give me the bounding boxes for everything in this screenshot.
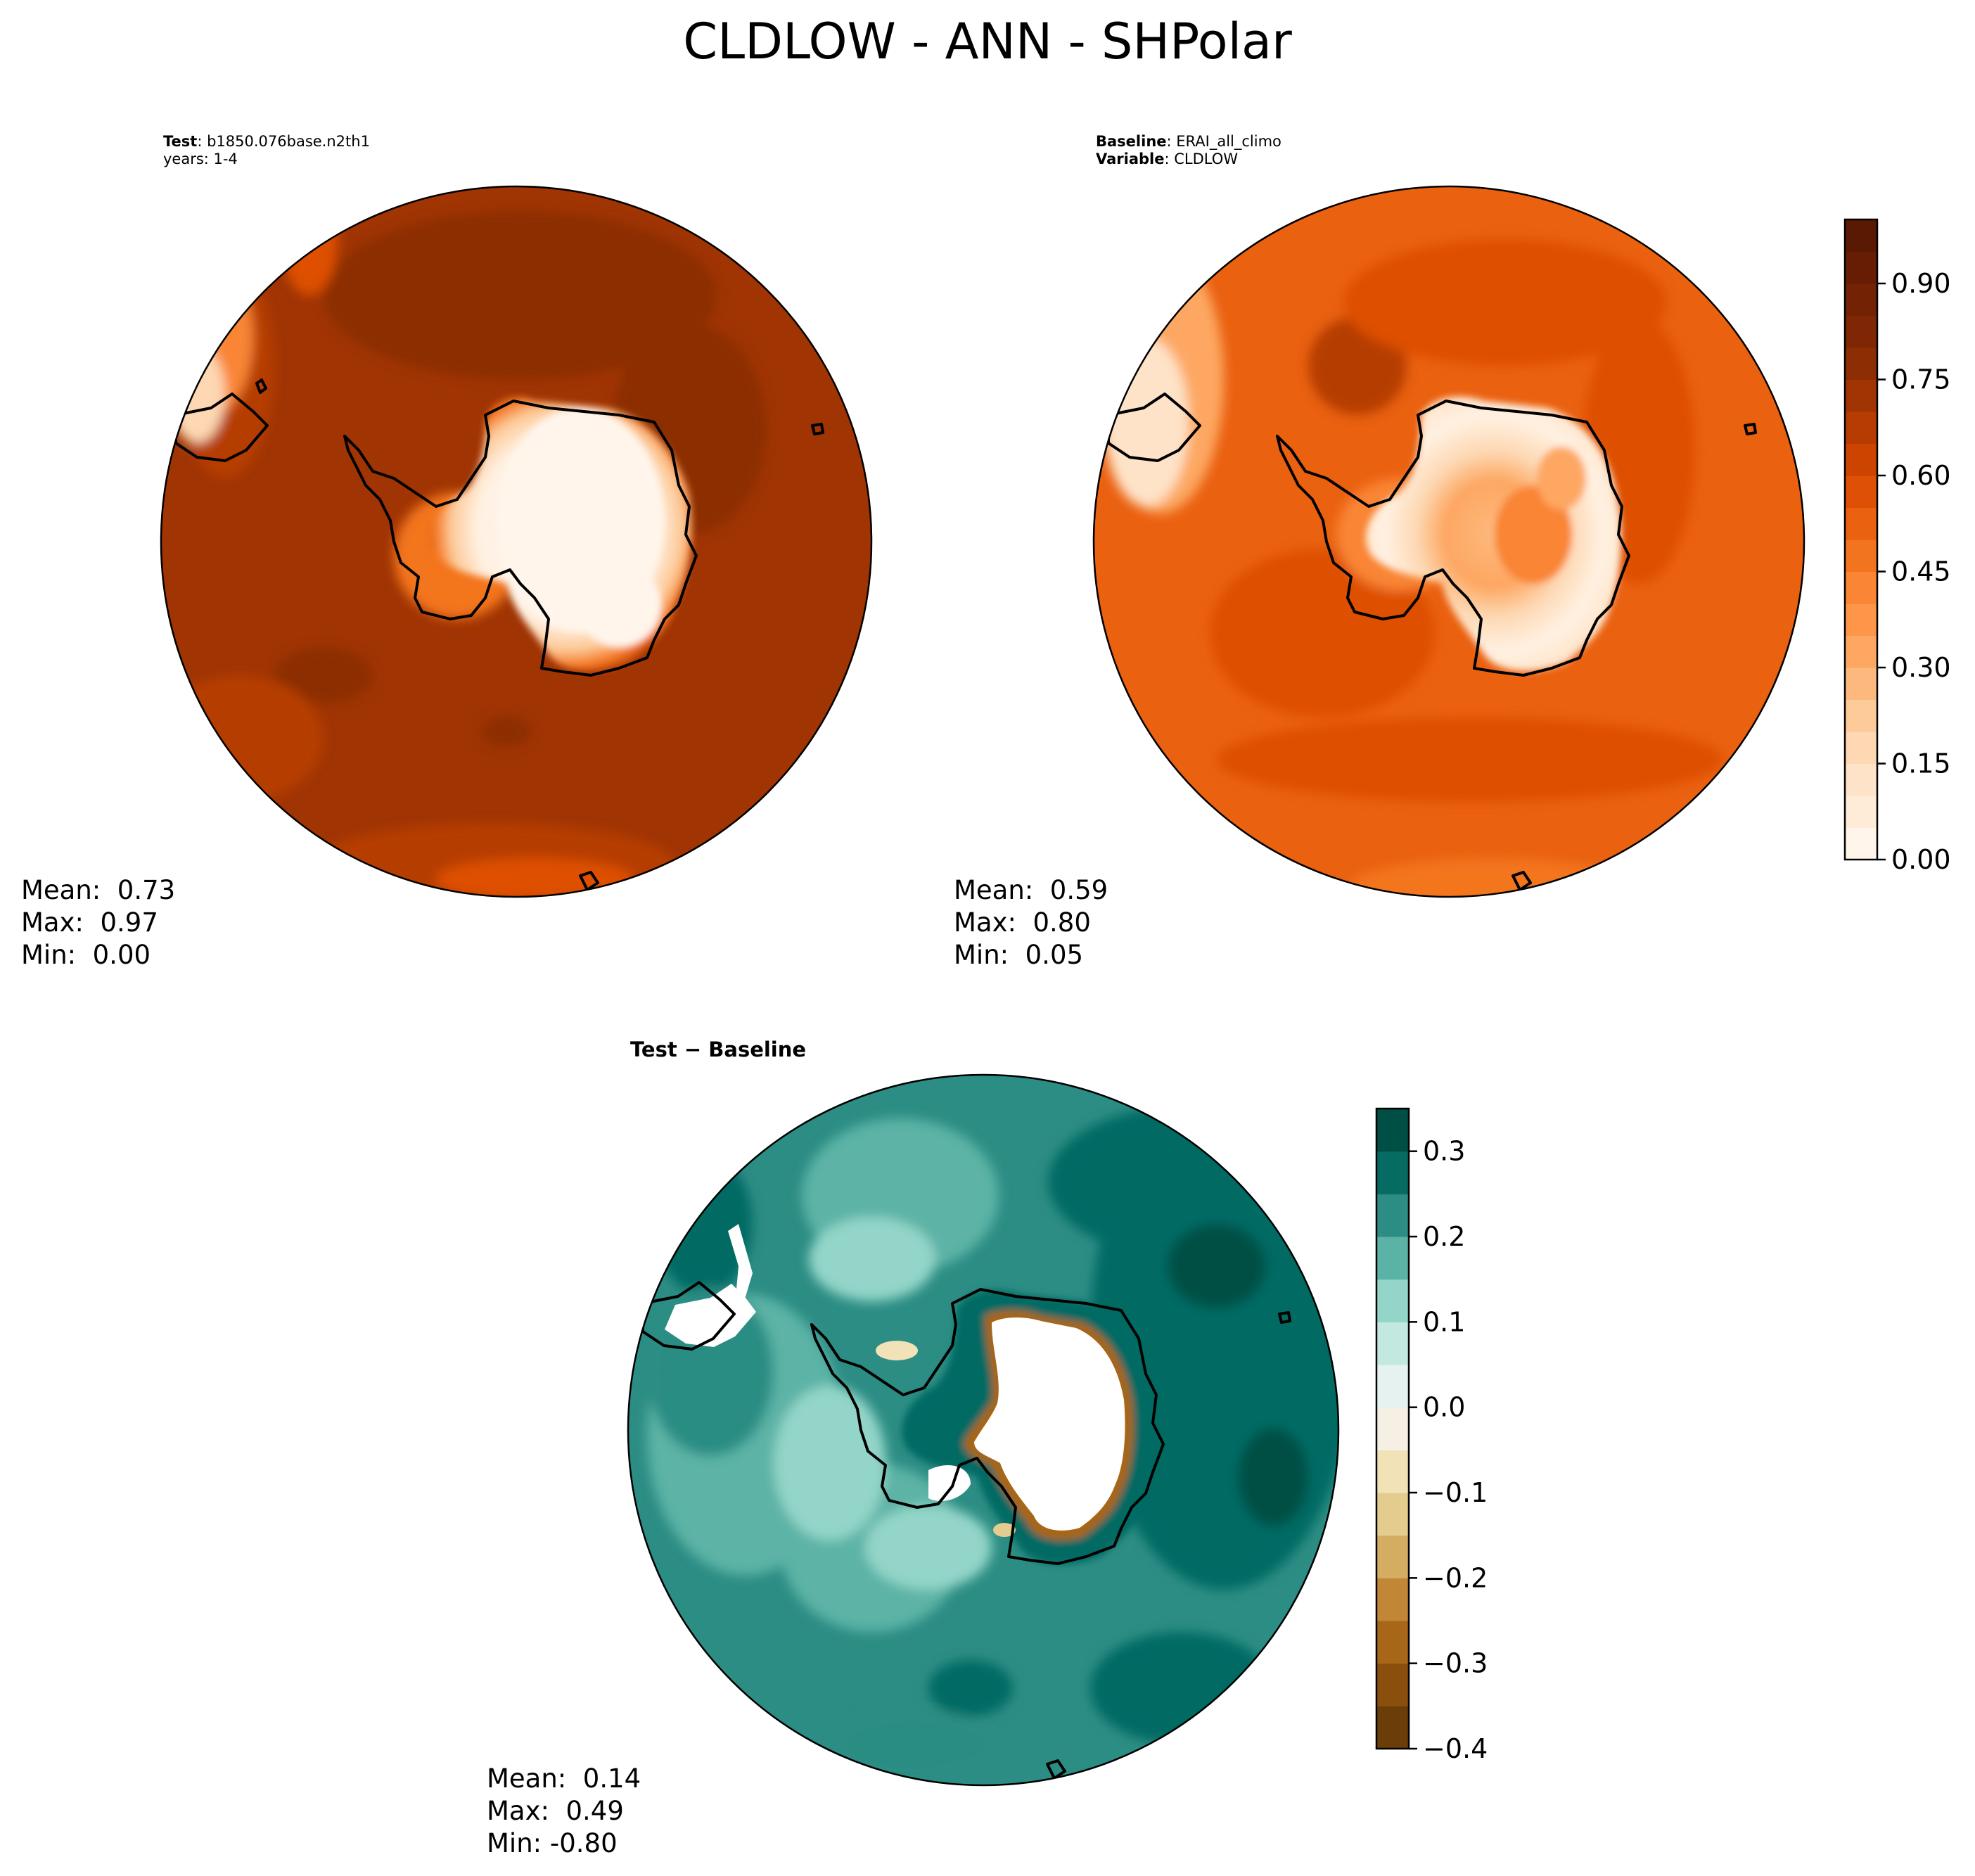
- figure-title: CLDLOW - ANN - SHPolar: [683, 13, 1292, 70]
- test-years: years: 1-4: [163, 151, 238, 167]
- baseline-colorbar-color-band: [1845, 668, 1877, 700]
- baseline-colorbar: 0.00 0.15 0.30 0.45 0.60 0.75 0.90: [1843, 218, 1951, 875]
- baseline-header: Baseline: ERAI_all_climo Variable: CLDLO…: [1096, 133, 1281, 168]
- baseline-colorbar-color-band: [1845, 379, 1877, 412]
- diff-colorbar-color-band: [1376, 1237, 1409, 1280]
- baseline-colorbar-tick-label: 0.75: [1891, 364, 1951, 395]
- baseline-colorbar-color-band: [1845, 443, 1877, 476]
- diff-max: Max: 0.49: [487, 1796, 624, 1826]
- diff-colorbar-tick-label: −0.1: [1423, 1477, 1488, 1508]
- test-coastline: [174, 378, 824, 891]
- baseline-coastline: [1107, 393, 1757, 891]
- diff-colorbar-color-band: [1376, 1109, 1409, 1152]
- variable-name: CLDLOW: [1174, 151, 1239, 167]
- baseline-min: Min: 0.05: [954, 940, 1084, 970]
- diff-colorbar-tick-label: −0.3: [1423, 1648, 1488, 1679]
- baseline-colorbar-color-band: [1845, 732, 1877, 764]
- baseline-colorbar-color-band: [1845, 315, 1877, 348]
- diff-colorbar-color-band: [1376, 1706, 1409, 1749]
- baseline-colorbar-color-band: [1845, 827, 1877, 860]
- baseline-colorbar-color-band: [1845, 604, 1877, 636]
- diff-title-baseline: Baseline: [708, 1038, 807, 1061]
- baseline-colorbar-color-band: [1845, 219, 1877, 252]
- diff-colorbar-color-band: [1376, 1621, 1409, 1664]
- diff-colorbar-tick-label: 0.1: [1423, 1306, 1465, 1337]
- baseline-colorbar-color-band: [1845, 476, 1877, 508]
- test-map-border: [160, 185, 873, 898]
- diff-colorbar-color-band: [1376, 1578, 1409, 1621]
- diff-colorbar-color-band: [1376, 1151, 1409, 1194]
- diff-colorbar-color-band: [1376, 1322, 1409, 1365]
- baseline-mean: Mean: 0.59: [954, 875, 1108, 905]
- baseline-colorbar-color-band: [1845, 507, 1877, 540]
- baseline-colorbar-color-band: [1845, 571, 1877, 604]
- baseline-map-border: [1092, 185, 1805, 898]
- baseline-colon: :: [1166, 133, 1177, 150]
- variable-colon: :: [1164, 151, 1175, 167]
- test-name: b1850.076base.n2th1: [207, 133, 370, 150]
- diff-colorbar-color-band: [1376, 1279, 1409, 1322]
- test-header: Test: b1850.076base.n2th1 years: 1-4: [163, 133, 370, 168]
- diff-stats: Mean: 0.14 Max: 0.49 Min: -0.80: [487, 1763, 641, 1860]
- test-max: Max: 0.97: [21, 907, 158, 938]
- diff-colorbar-frame: [1375, 1107, 1410, 1750]
- baseline-colorbar-tick-label: 0.60: [1891, 460, 1951, 491]
- diff-colorbar-color-band: [1376, 1407, 1409, 1450]
- test-mean: Mean: 0.73: [21, 875, 176, 905]
- baseline-max: Max: 0.80: [954, 907, 1091, 938]
- diff-min: Min: -0.80: [487, 1828, 618, 1858]
- baseline-colorbar-tick-label: 0.45: [1891, 556, 1951, 587]
- baseline-colorbar-color-band: [1845, 796, 1877, 828]
- diff-title: Test − Baseline: [630, 1038, 806, 1061]
- diff-title-test: Test: [630, 1038, 677, 1061]
- baseline-colorbar-tick-label: 0.00: [1891, 844, 1951, 875]
- baseline-colorbar-color-band: [1845, 411, 1877, 444]
- diff-colorbar-tick-label: 0.3: [1423, 1136, 1465, 1167]
- diff-colorbar-color-band: [1376, 1450, 1409, 1493]
- test-min: Min: 0.00: [21, 940, 151, 970]
- diff-map: [628, 1075, 1338, 1785]
- baseline-colorbar-color-band: [1845, 347, 1877, 380]
- diff-colorbar-color-band: [1376, 1493, 1409, 1536]
- diff-colorbar-color-band: [1376, 1663, 1409, 1706]
- diff-colorbar-color-band: [1376, 1535, 1409, 1578]
- baseline-label: Baseline: [1096, 133, 1167, 150]
- baseline-colorbar-color-band: [1845, 699, 1877, 732]
- baseline-stats: Mean: 0.59 Max: 0.80 Min: 0.05: [954, 874, 1108, 971]
- baseline-colorbar-tick-label: 0.90: [1891, 268, 1951, 299]
- diff-map-border: [627, 1073, 1340, 1787]
- variable-label: Variable: [1096, 151, 1165, 167]
- baseline-map: [1094, 186, 1804, 897]
- baseline-colorbar-color-band: [1845, 283, 1877, 316]
- test-stats: Mean: 0.73 Max: 0.97 Min: 0.00: [21, 874, 175, 971]
- baseline-colorbar-tick-label: 0.15: [1891, 748, 1951, 779]
- diff-title-operator: −: [684, 1038, 702, 1061]
- baseline-name: ERAI_all_climo: [1176, 133, 1281, 150]
- diff-colorbar: −0.4 −0.3 −0.2 −0.1 0.0 0.1 0.2 0.3: [1375, 1107, 1488, 1764]
- diff-mean: Mean: 0.14: [487, 1763, 641, 1794]
- baseline-colorbar-color-band: [1845, 763, 1877, 796]
- baseline-colorbar-color-band: [1845, 540, 1877, 572]
- baseline-colorbar-tick-label: 0.30: [1891, 652, 1951, 683]
- baseline-colorbar-frame: [1843, 218, 1879, 861]
- baseline-colorbar-color-band: [1845, 635, 1877, 668]
- test-map: [161, 186, 871, 897]
- diff-colorbar-tick-label: −0.2: [1423, 1562, 1488, 1593]
- baseline-colorbar-color-band: [1845, 251, 1877, 284]
- diff-coastline: [641, 1281, 1291, 1780]
- test-label: Test: [163, 133, 198, 150]
- test-colon: :: [197, 133, 207, 150]
- diff-colorbar-color-band: [1376, 1365, 1409, 1408]
- diff-colorbar-tick-label: 0.2: [1423, 1221, 1465, 1252]
- diff-colorbar-tick-label: −0.4: [1423, 1733, 1488, 1764]
- diff-colorbar-tick-label: 0.0: [1423, 1392, 1465, 1423]
- diff-colorbar-color-band: [1376, 1194, 1409, 1237]
